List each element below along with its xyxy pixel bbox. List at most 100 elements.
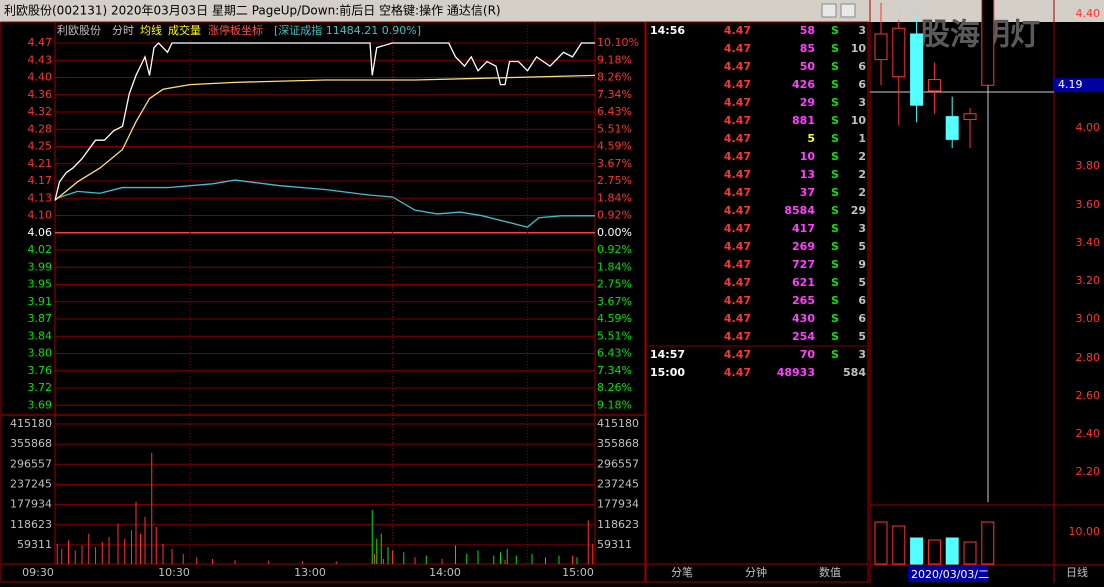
price-label: 3.84 bbox=[28, 329, 53, 342]
tick-cell: 4.47 bbox=[724, 132, 751, 145]
tick-cell: 269 bbox=[792, 240, 815, 253]
tick-cell: 10 bbox=[851, 42, 867, 55]
vol-label: 59311 bbox=[17, 538, 52, 551]
vol-label: 415180 bbox=[10, 417, 52, 430]
pct-label: 10.10% bbox=[597, 36, 639, 49]
tick-cell: 10 bbox=[851, 114, 867, 127]
vol-label: 59311 bbox=[597, 538, 632, 551]
date-box bbox=[908, 566, 988, 582]
tick-cell: 6 bbox=[858, 60, 866, 73]
pct-label: 4.59% bbox=[597, 312, 632, 325]
header-tab[interactable]: 成交量 bbox=[168, 23, 201, 37]
price-label: 4.10 bbox=[28, 209, 53, 222]
pct-label: 0.00% bbox=[597, 226, 632, 239]
tick-cell: 37 bbox=[800, 186, 815, 199]
tick-cell: 5 bbox=[858, 276, 866, 289]
header-tab[interactable]: 分时 bbox=[112, 24, 134, 37]
tick-cell: 4.47 bbox=[724, 60, 751, 73]
tick-cell: 4.47 bbox=[724, 348, 751, 361]
tick-cell: 4.47 bbox=[724, 312, 751, 325]
tick-cell: S bbox=[831, 204, 839, 217]
tick-cell: 13 bbox=[800, 168, 815, 181]
price-label: 4.13 bbox=[28, 191, 53, 204]
tick-cell: S bbox=[831, 42, 839, 55]
k-axis-label: 3.60 bbox=[1076, 198, 1101, 211]
pct-label: 9.18% bbox=[597, 53, 632, 66]
candle-body bbox=[892, 27, 906, 78]
tick-cell: S bbox=[831, 132, 839, 145]
tick-cell: 9 bbox=[858, 258, 866, 271]
tick-cell: S bbox=[831, 186, 839, 199]
cursor-box bbox=[1054, 78, 1104, 92]
vol-label: 355868 bbox=[597, 437, 639, 450]
tick-cell: 6 bbox=[858, 312, 866, 325]
stock-name: 利欧股份 bbox=[57, 24, 101, 37]
tick-cell: 29 bbox=[800, 96, 815, 109]
tick-cell: 2 bbox=[858, 168, 866, 181]
pct-label: 3.67% bbox=[597, 295, 632, 308]
tick-cell: 15:00 bbox=[650, 366, 685, 379]
tick-cell: 5 bbox=[858, 330, 866, 343]
minimize-button[interactable] bbox=[821, 3, 837, 18]
vol-label: 355868 bbox=[10, 437, 52, 450]
price-label: 4.21 bbox=[28, 157, 53, 170]
tick-cell: 4.47 bbox=[724, 78, 751, 91]
tick-cell: 4.47 bbox=[724, 222, 751, 235]
panel-tab[interactable]: 分钟 bbox=[745, 565, 767, 579]
header-tab[interactable]: 涨停板坐标 bbox=[208, 23, 263, 37]
vol-label: 177934 bbox=[10, 498, 52, 511]
header-tab[interactable]: 均线 bbox=[140, 23, 162, 37]
k-axis-label: 3.40 bbox=[1076, 236, 1101, 249]
tick-cell: 4.47 bbox=[724, 330, 751, 343]
price-label: 4.47 bbox=[28, 36, 53, 49]
panel-tab[interactable]: 分笔 bbox=[671, 565, 693, 579]
panel-tab[interactable]: 数值 bbox=[819, 566, 841, 579]
tick-cell: 2 bbox=[858, 186, 866, 199]
tick-cell: 881 bbox=[792, 114, 815, 127]
k-volume bbox=[963, 541, 977, 565]
tick-cell: 10 bbox=[800, 150, 816, 163]
k-volume bbox=[927, 539, 941, 565]
k-axis-label: 2.80 bbox=[1076, 351, 1101, 364]
tick-cell: 584 bbox=[843, 366, 866, 379]
pct-label: 0.92% bbox=[597, 209, 632, 222]
tick-cell: S bbox=[831, 24, 839, 37]
vol-label: 118623 bbox=[10, 518, 52, 531]
tick-cell: 14:57 bbox=[650, 348, 685, 361]
index-info: [深证成指 11484.21 0.90%] bbox=[274, 23, 421, 37]
tick-cell: 48933 bbox=[777, 366, 815, 379]
pct-label: 2.75% bbox=[597, 278, 632, 291]
pct-label: 1.84% bbox=[597, 260, 632, 273]
restore-button[interactable] bbox=[840, 3, 856, 18]
index-line bbox=[54, 179, 595, 228]
price-label: 4.32 bbox=[28, 105, 53, 118]
tick-cell: S bbox=[831, 258, 839, 271]
candle-body bbox=[945, 116, 959, 140]
tick-cell: 2 bbox=[858, 150, 866, 163]
tick-cell: 5 bbox=[858, 240, 866, 253]
period-label[interactable]: 日线 bbox=[1066, 565, 1088, 579]
tick-cell: 4.47 bbox=[724, 168, 751, 181]
pct-label: 8.26% bbox=[597, 71, 632, 84]
tick-cell: 4.47 bbox=[724, 24, 751, 37]
tick-cell: 58 bbox=[800, 24, 815, 37]
tick-cell: S bbox=[831, 348, 839, 361]
k-vol-label: 10.00 bbox=[1069, 525, 1101, 538]
tick-cell: S bbox=[831, 222, 839, 235]
k-axis-label: 3.80 bbox=[1076, 159, 1101, 172]
date-label: 2020/03/03/二 bbox=[911, 568, 989, 581]
tick-cell: 254 bbox=[792, 330, 815, 343]
k-axis-label: 2.60 bbox=[1076, 389, 1101, 402]
tick-cell: 5 bbox=[807, 132, 815, 145]
k-axis-label: 2.20 bbox=[1076, 465, 1101, 478]
tick-cell: 417 bbox=[792, 222, 815, 235]
watermark: 股海明灯 bbox=[920, 18, 1040, 53]
tick-cell: 14:56 bbox=[650, 24, 685, 37]
tick-cell: S bbox=[831, 114, 839, 127]
price-label: 3.69 bbox=[28, 398, 53, 411]
pct-label: 7.34% bbox=[597, 364, 632, 377]
k-volume bbox=[892, 525, 906, 565]
price-label: 3.72 bbox=[28, 381, 53, 394]
tick-cell: S bbox=[831, 78, 839, 91]
